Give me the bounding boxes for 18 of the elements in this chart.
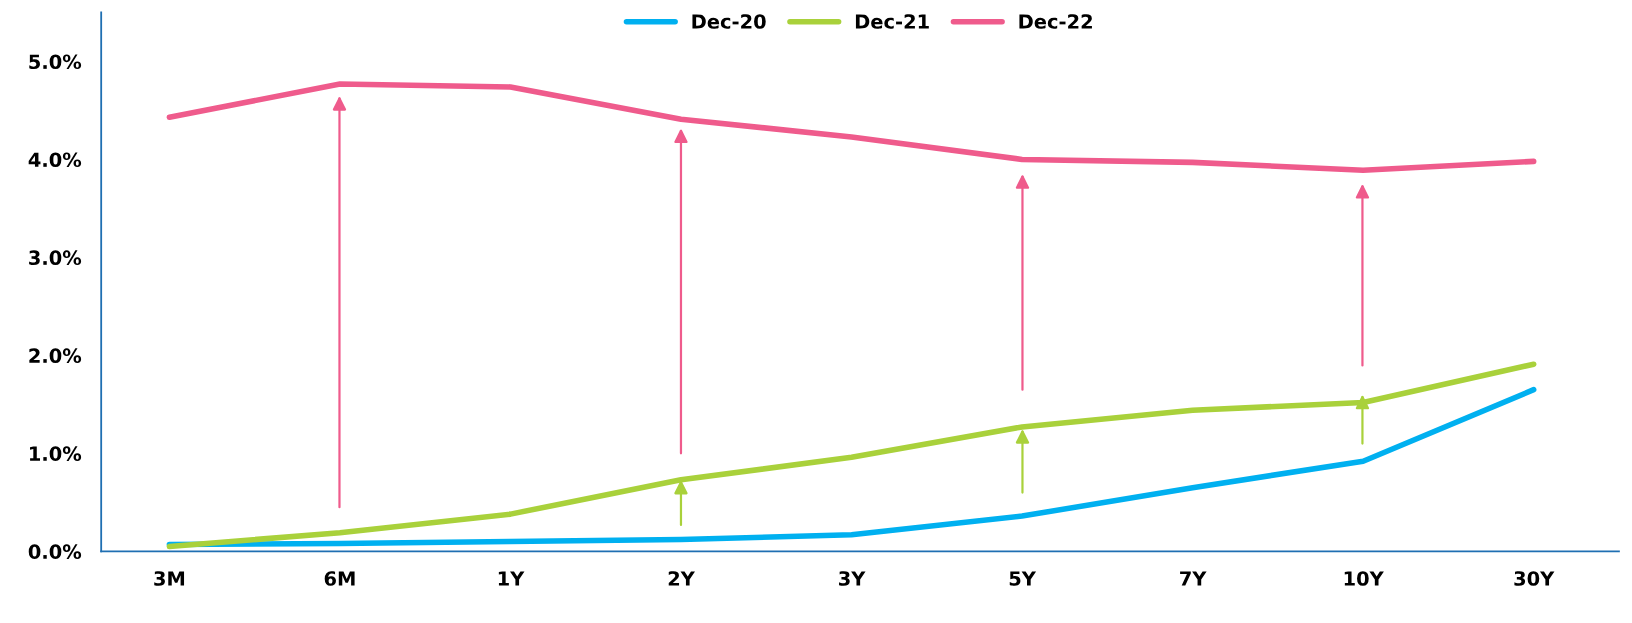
y-tick-label: 4.0% xyxy=(28,152,82,168)
x-tick-label: 2Y xyxy=(668,571,695,586)
x-tick-label: 3Y xyxy=(839,571,866,586)
legend-label: Dec-20 xyxy=(692,14,766,29)
legend-label: Dec-22 xyxy=(1019,14,1092,29)
x-tick-label: 3M xyxy=(154,571,185,586)
x-tick-label: 1Y xyxy=(498,571,525,586)
x-tick-label: 7Y xyxy=(1180,571,1207,586)
y-tick-label: 2.0% xyxy=(29,348,82,364)
x-tick-label: 6M xyxy=(324,571,355,586)
legend-label: Dec-21 xyxy=(855,14,929,29)
y-tick-label: 3.0% xyxy=(29,250,82,266)
x-tick-label: 30Y xyxy=(1514,571,1555,586)
y-tick-label: 1.0% xyxy=(30,446,82,462)
x-tick-label: 10Y xyxy=(1344,571,1384,586)
x-tick-label: 5Y xyxy=(1009,571,1037,586)
y-tick-label: 5.0% xyxy=(29,54,82,70)
y-tick-label: 0.0% xyxy=(28,544,82,560)
